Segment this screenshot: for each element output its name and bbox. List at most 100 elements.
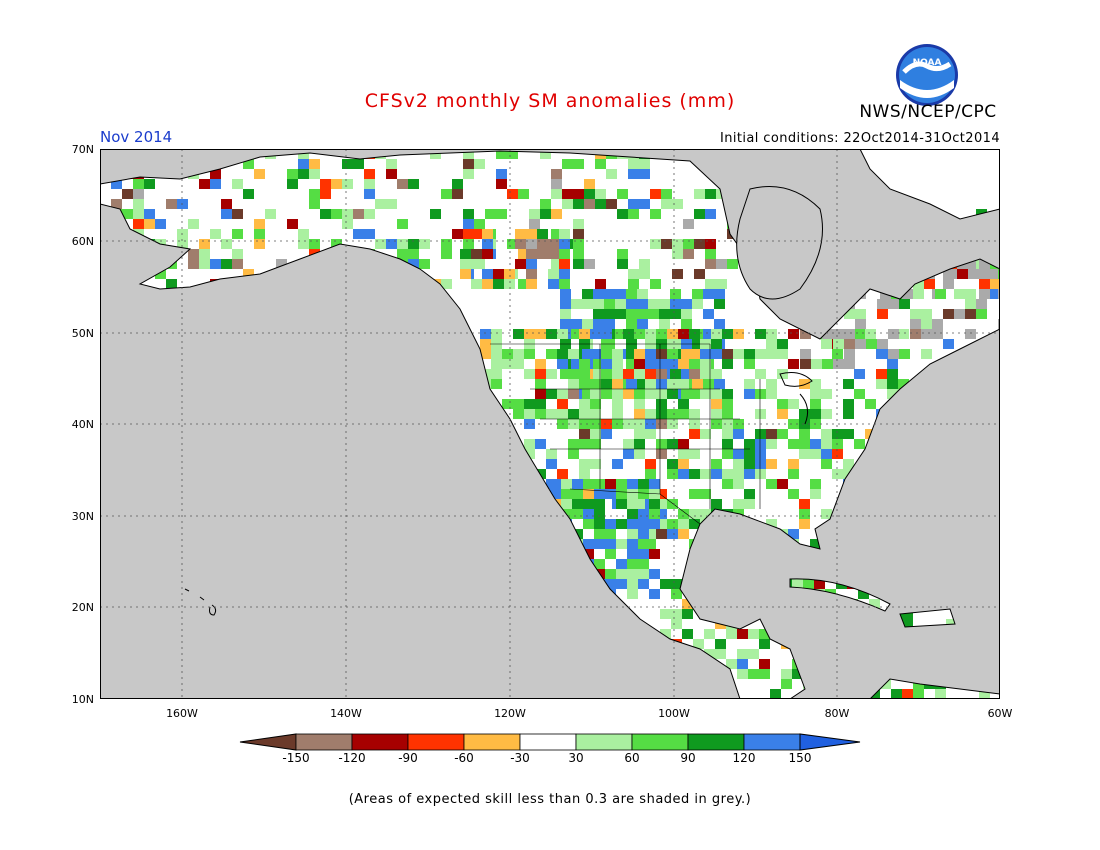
anomaly-cell	[648, 359, 659, 369]
anomaly-cell	[755, 349, 766, 359]
anomaly-cell	[177, 229, 188, 239]
anomaly-cell	[309, 199, 320, 209]
anomaly-cell	[474, 159, 485, 169]
anomaly-cell	[682, 609, 693, 619]
anomaly-cell	[133, 199, 144, 209]
anomaly-cell	[821, 409, 832, 419]
anomaly-cell	[615, 299, 626, 309]
anomaly-cell	[990, 279, 1000, 289]
anomaly-cell	[559, 279, 570, 289]
anomaly-cell	[623, 389, 634, 399]
anomaly-cell	[584, 199, 595, 209]
anomaly-cell	[755, 389, 766, 399]
lat-label-40n: 40N	[71, 418, 94, 431]
anomaly-cell	[579, 469, 590, 479]
anomaly-cell	[482, 249, 493, 259]
anomaly-cell	[496, 169, 507, 179]
anomaly-cell	[650, 189, 661, 199]
anomaly-cell	[590, 459, 601, 469]
anomaly-cell	[711, 419, 722, 429]
anomaly-cell	[628, 169, 639, 179]
anomaly-cell	[502, 359, 513, 369]
anomaly-cell	[298, 159, 309, 169]
anomaly-cell	[810, 399, 821, 409]
anomaly-cell	[584, 189, 595, 199]
anomaly-cell	[601, 419, 612, 429]
anomaly-cell	[714, 289, 725, 299]
anomaly-cell	[844, 329, 855, 339]
anomaly-cell	[744, 499, 755, 509]
anomaly-cell	[568, 439, 579, 449]
anomaly-cell	[627, 549, 638, 559]
anomaly-cell	[210, 259, 221, 269]
anomaly-cell	[656, 409, 667, 419]
anomaly-cell	[199, 249, 210, 259]
anomaly-cell	[650, 239, 661, 249]
anomaly-cell	[579, 359, 590, 369]
anomaly-cell	[628, 199, 639, 209]
anomaly-cell	[491, 369, 502, 379]
anomaly-cell	[480, 339, 491, 349]
anomaly-cell	[792, 669, 803, 679]
anomaly-cell	[584, 179, 595, 189]
anomaly-cell	[910, 319, 921, 329]
anomaly-cell	[634, 329, 645, 339]
anomaly-cell	[855, 339, 866, 349]
anomaly-cell	[122, 189, 133, 199]
anomaly-cell	[584, 259, 595, 269]
anomaly-cell	[601, 369, 612, 379]
anomaly-cell	[781, 669, 792, 679]
anomaly-cell	[254, 239, 265, 249]
anomaly-cell	[638, 549, 649, 559]
anomaly-cell	[705, 279, 716, 289]
colorbar-arrow-high	[799, 733, 861, 751]
anomaly-cell	[755, 459, 766, 469]
anomaly-cell	[979, 279, 990, 289]
anomaly-cell	[733, 349, 744, 359]
anomaly-cell	[491, 349, 502, 359]
anomaly-cell	[557, 359, 568, 369]
anomaly-cell	[232, 229, 243, 239]
anomaly-cell	[594, 539, 605, 549]
anomaly-cell	[766, 349, 777, 359]
anomaly-cell	[899, 349, 910, 359]
anomaly-cell	[670, 359, 681, 369]
anomaly-cell	[722, 359, 733, 369]
anomaly-cell	[683, 219, 694, 229]
anomaly-cell	[843, 429, 854, 439]
anomaly-cell	[452, 179, 463, 189]
anomaly-cell	[548, 269, 559, 279]
anomaly-cell	[579, 409, 590, 419]
anomaly-cell	[254, 169, 265, 179]
anomaly-cell	[810, 489, 821, 499]
anomaly-cell	[524, 329, 535, 339]
anomaly-cell	[364, 179, 375, 189]
anomaly-cell	[692, 299, 703, 309]
anomaly-cell	[482, 229, 493, 239]
anomaly-cell	[703, 289, 714, 299]
anomaly-cell	[943, 339, 954, 349]
anomaly-cell	[645, 409, 656, 419]
anomaly-cell	[649, 499, 660, 509]
anomaly-cell	[656, 439, 667, 449]
anomaly-cell	[626, 319, 637, 329]
anomaly-cell	[568, 449, 579, 459]
anomaly-cell	[954, 309, 965, 319]
anomaly-cell	[888, 349, 899, 359]
lat-label-70n: 70N	[71, 143, 94, 156]
anomaly-cell	[133, 189, 144, 199]
anomaly-cell	[601, 429, 612, 439]
anomaly-cell	[243, 189, 254, 199]
anomaly-cell	[627, 519, 638, 529]
anomaly-cell	[711, 369, 722, 379]
anomaly-cell	[627, 499, 638, 509]
anomaly-cell	[617, 249, 628, 259]
anomaly-cell	[177, 199, 188, 209]
anomaly-cell	[924, 279, 935, 289]
anomaly-cell	[744, 439, 755, 449]
anomaly-cell	[582, 299, 593, 309]
anomaly-cell	[320, 179, 331, 189]
anomaly-cell	[965, 269, 976, 279]
anomaly-cell	[463, 209, 474, 219]
anomaly-cell	[626, 309, 637, 319]
